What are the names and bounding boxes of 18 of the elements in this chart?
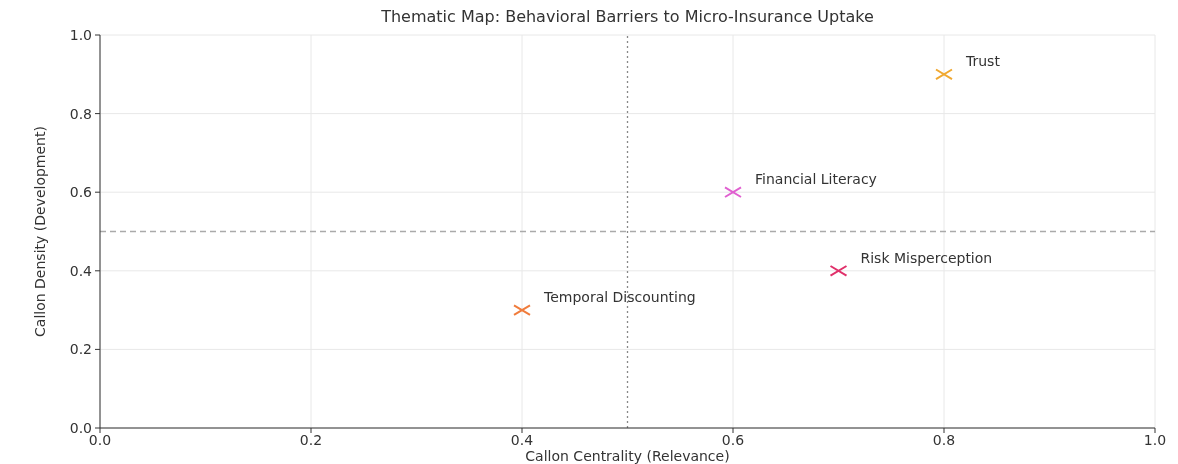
series-label: Temporal Discounting (543, 289, 696, 306)
series-label: Trust (965, 53, 1001, 70)
x-tick-label: 1.0 (1143, 432, 1167, 448)
y-tick-label: 0.4 (69, 262, 93, 279)
x-axis-title: Callon Centrality (Relevance) (525, 448, 730, 464)
y-tick-label: 0.6 (69, 184, 93, 201)
point (935, 68, 953, 81)
x-tick-label: 0.8 (932, 432, 956, 448)
y-tick-label: 0.8 (69, 105, 92, 122)
y-tick-label: 0.2 (69, 341, 92, 358)
series-label: Financial Literacy (755, 171, 877, 188)
x-tick-label: 0.2 (299, 432, 323, 448)
x-tick-label: 0.4 (510, 432, 534, 448)
chart-title: Thematic Map: Behavioral Barriers to Micro-Insurance Uptake (380, 7, 874, 26)
series-label: Risk Misperception (860, 249, 993, 266)
x-tick-label: 0.6 (721, 432, 745, 448)
y-tick-label: 1.0 (69, 27, 92, 43)
y-axis-title: Callon Density (Development) (32, 126, 48, 337)
